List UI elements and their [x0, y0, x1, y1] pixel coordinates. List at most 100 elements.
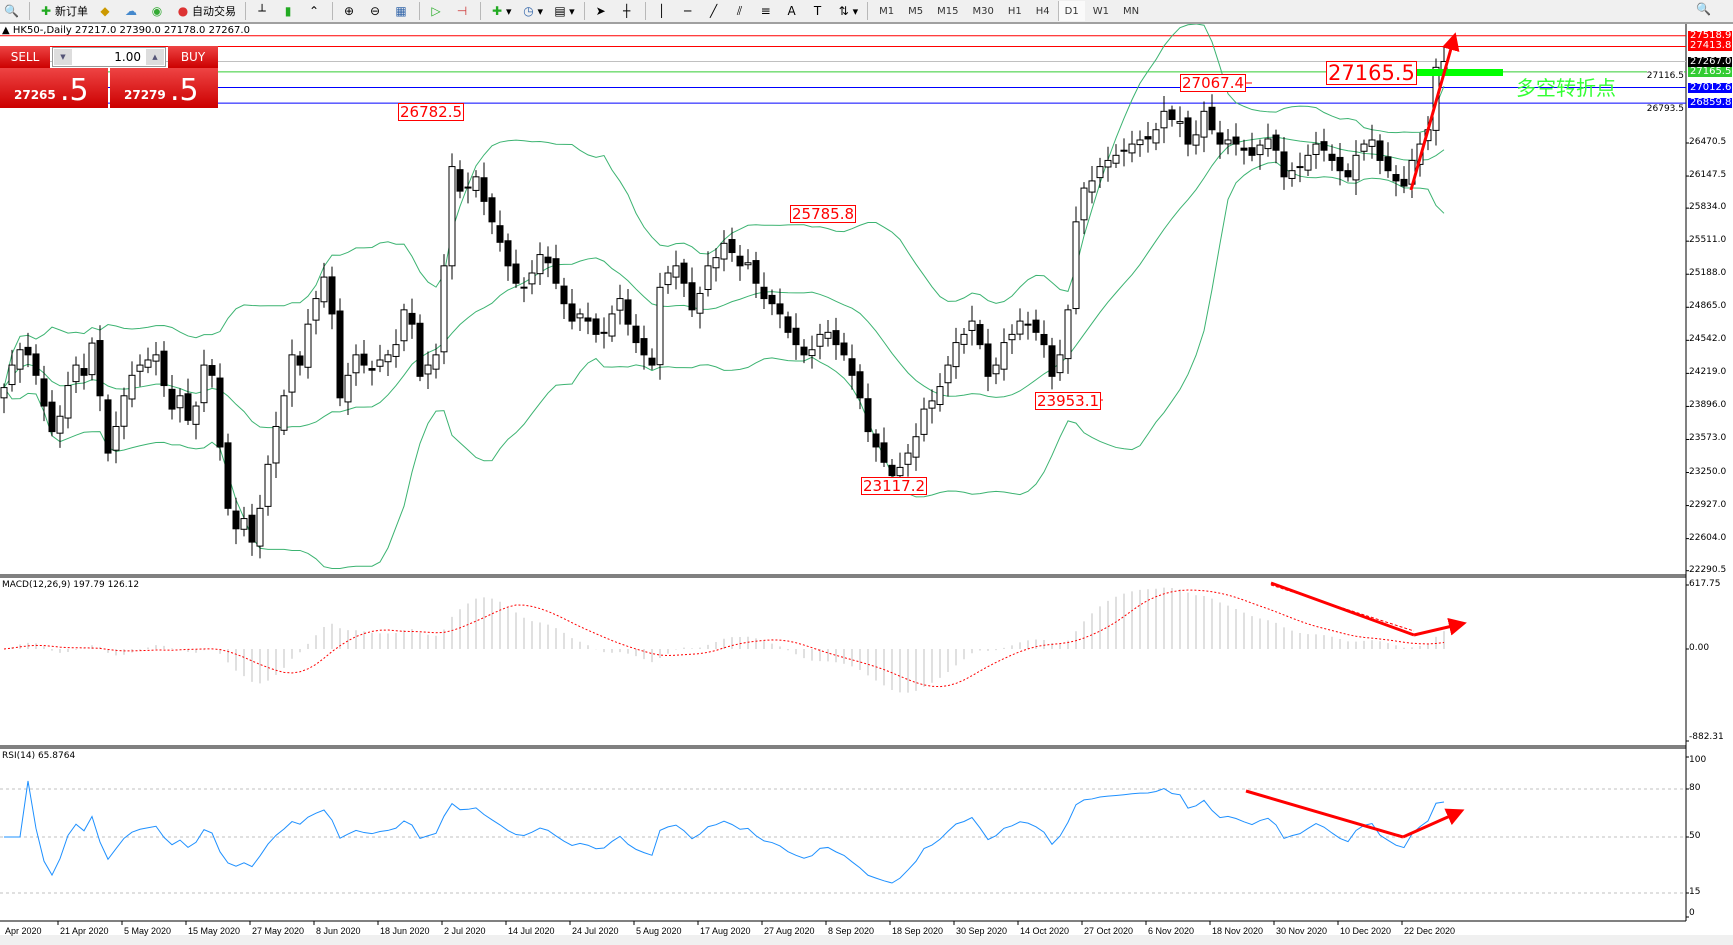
market-button[interactable]: ◉ — [146, 1, 170, 21]
candle-body — [1136, 139, 1144, 146]
lot-value[interactable]: 1.00 — [114, 50, 141, 64]
zoom-out-button[interactable]: ⊖ — [364, 1, 388, 21]
price-level-tag: 27518.9 — [1688, 30, 1732, 41]
candle — [880, 427, 888, 468]
candle-body — [312, 298, 320, 321]
candle-body — [272, 425, 280, 464]
text-label-button[interactable]: T — [807, 1, 831, 21]
annotation-pivot-price[interactable]: 27165.5 — [1326, 61, 1417, 85]
annotation-low-oct[interactable]: 23953.1 — [1035, 392, 1102, 410]
timeframe-m1[interactable]: M1 — [879, 5, 895, 17]
timeframe-h4[interactable]: H4 — [1035, 5, 1050, 17]
candle — [544, 246, 552, 278]
templates-button[interactable]: ▤ ▾ — [554, 4, 575, 18]
collapse-triangle-icon[interactable]: ▲ — [2, 25, 10, 36]
arrows-button[interactable]: ⇅ ▾ — [838, 4, 859, 18]
candle — [56, 405, 64, 448]
timeframe-w1[interactable]: W1 — [1092, 5, 1109, 17]
timeframe-m15[interactable]: M15 — [937, 5, 959, 17]
sell-price-button[interactable]: 27265 .5 — [0, 68, 108, 108]
cursor-button[interactable]: ➤ — [590, 1, 614, 21]
candle-body — [1312, 143, 1320, 155]
lot-decrease-button[interactable]: ▼ — [54, 49, 72, 65]
crosshair-button[interactable]: ┼ — [616, 1, 640, 21]
candle — [600, 317, 608, 349]
candle — [960, 328, 968, 354]
macd-divergence-arrow — [1270, 581, 1415, 637]
search-icon[interactable]: 🔍 — [1696, 2, 1711, 16]
candle — [320, 262, 328, 308]
lot-increase-button[interactable]: ▲ — [146, 49, 164, 65]
candle-body — [1192, 134, 1200, 146]
buy-price-button[interactable]: 27279 .5 — [110, 68, 218, 108]
horizontal-line-button[interactable]: ─ — [677, 1, 701, 21]
candle — [536, 242, 544, 286]
candle-body — [1368, 139, 1376, 147]
candle — [712, 248, 720, 282]
trendline-button[interactable]: ╱ — [703, 1, 727, 21]
annotation-high-nov[interactable]: 27067.4 — [1180, 74, 1247, 92]
new-order-button[interactable]: ✚ 新订单 — [35, 1, 92, 21]
candle — [488, 193, 496, 235]
autoscroll-button[interactable]: ▷ — [425, 1, 449, 21]
candle-body — [1088, 180, 1096, 193]
macd-rebound-arrow — [1413, 617, 1467, 637]
price-axis-label: 26793.5 — [1646, 103, 1684, 115]
candle-body — [256, 507, 264, 547]
timeframe-h1[interactable]: H1 — [1007, 5, 1022, 17]
candle-body — [664, 272, 672, 286]
candle-body — [392, 344, 400, 357]
annotation-high-jul[interactable]: 26782.5 — [398, 103, 465, 121]
lot-size-input[interactable]: ▼ 1.00 ▲ — [52, 47, 166, 67]
zoom-in-button[interactable]: ⊕ — [338, 1, 362, 21]
auto-trading-button[interactable]: ● 自动交易 — [172, 1, 240, 21]
timeframe-m30[interactable]: M30 — [972, 5, 994, 17]
timeframe-m5[interactable]: M5 — [908, 5, 924, 17]
vertical-line-button[interactable]: │ — [651, 1, 675, 21]
date-axis-label: 17 Aug 2020 — [700, 926, 751, 936]
candle-body — [48, 401, 56, 433]
template-icon: ▤ — [554, 4, 566, 18]
timeframe-mn[interactable]: MN — [1122, 5, 1140, 17]
tile-windows-button[interactable]: ▦ — [390, 1, 414, 21]
candlestick-button[interactable]: ▮ — [277, 1, 301, 21]
fibonacci-button[interactable]: ≡ — [755, 1, 779, 21]
candle — [816, 323, 824, 360]
chart-shift-button[interactable]: ⊣ — [451, 1, 475, 21]
annotation-low-sep[interactable]: 23117.2 — [861, 477, 928, 495]
line-chart-button[interactable]: ⌃ — [303, 1, 327, 21]
candle-body — [1160, 110, 1168, 129]
signals-button[interactable]: ☁ — [120, 1, 144, 21]
channel-button[interactable]: ⫽ — [729, 1, 753, 21]
timeframe-d1[interactable]: D1 — [1057, 1, 1085, 21]
buy-button[interactable]: BUY — [168, 46, 218, 68]
candle-body — [560, 285, 568, 305]
metaeditor-button[interactable]: ◆ — [94, 1, 118, 21]
periods-button[interactable]: ◷ ▾ — [523, 4, 544, 18]
candle — [576, 308, 584, 331]
rsi-label: RSI(14) 65.8764 — [2, 751, 76, 761]
text-button[interactable]: A — [781, 1, 805, 21]
candle — [1256, 139, 1264, 170]
bar-chart-button[interactable]: ┴ — [251, 1, 275, 21]
candle — [752, 251, 760, 299]
annotation-high-aug[interactable]: 25785.8 — [790, 205, 857, 223]
indicators-button[interactable]: ✚ ▾ — [491, 4, 512, 18]
candle-body — [1176, 121, 1184, 124]
sell-price-main: 27265 — [14, 88, 56, 102]
date-axis-label: 18 Sep 2020 — [892, 926, 944, 936]
candle — [136, 354, 144, 387]
candle-body — [1016, 320, 1024, 335]
pivot-point-text[interactable]: 多空转折点 — [1516, 76, 1616, 100]
candle — [80, 353, 88, 390]
candle — [728, 227, 736, 262]
candle — [520, 277, 528, 303]
candle — [1008, 324, 1016, 355]
candle-body — [1184, 117, 1192, 145]
toolbar-zoom-button[interactable]: 🔍 — [0, 1, 24, 21]
sell-button[interactable]: SELL — [0, 46, 50, 68]
candle — [264, 455, 272, 516]
candle-body — [1256, 144, 1264, 156]
date-axis-label: 14 Jul 2020 — [508, 926, 555, 936]
